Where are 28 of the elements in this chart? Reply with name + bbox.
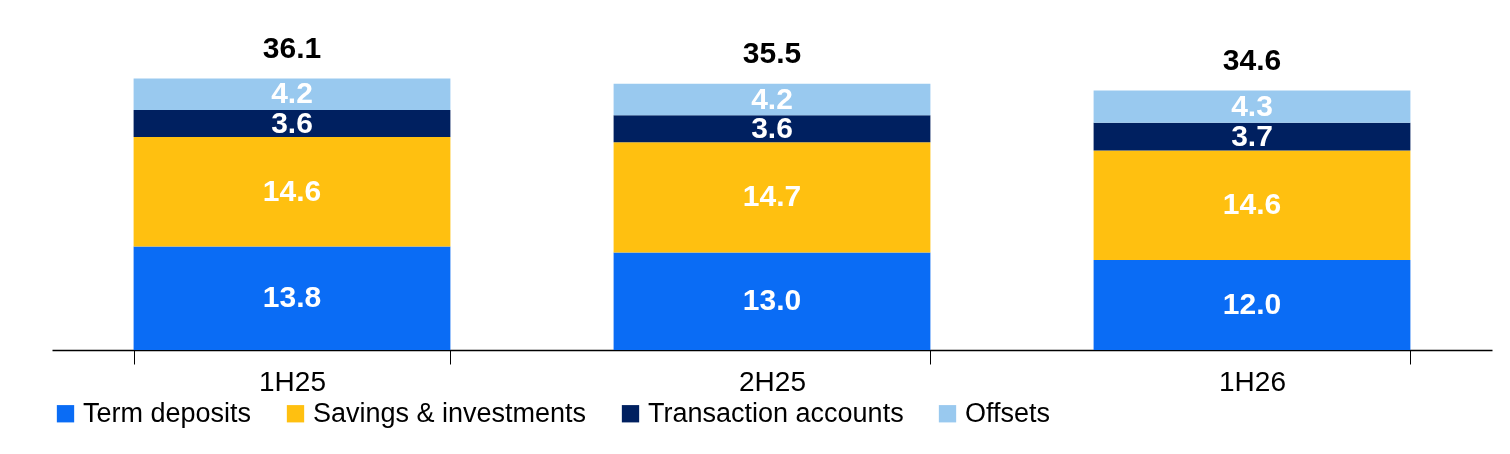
data-label: 14.6 bbox=[262, 173, 322, 207]
total-label: 34.6 bbox=[1222, 42, 1282, 76]
x-tick-label: 1H25 bbox=[259, 365, 326, 397]
data-label: 14.6 bbox=[1222, 187, 1282, 221]
legend-label: Offsets bbox=[965, 397, 1051, 428]
bar bbox=[1093, 150, 1411, 260]
data-label: 12.0 bbox=[1222, 287, 1282, 320]
bar bbox=[613, 83, 931, 116]
bar bbox=[133, 137, 451, 247]
legend-label: Transaction accounts bbox=[648, 397, 904, 428]
legend-label: Savings & investments bbox=[313, 397, 587, 428]
bar bbox=[133, 246, 451, 350]
bar bbox=[133, 78, 451, 110]
legend-label: Term deposits bbox=[83, 397, 252, 428]
bar bbox=[1093, 122, 1411, 151]
data-label: 13.0 bbox=[742, 283, 802, 317]
x-tick-label: 2H25 bbox=[739, 365, 806, 397]
bar bbox=[133, 110, 451, 137]
bar bbox=[613, 115, 931, 143]
bar bbox=[613, 252, 931, 350]
total-label: 36.1 bbox=[262, 30, 322, 64]
bar bbox=[613, 142, 931, 253]
bar bbox=[1093, 260, 1411, 350]
bar bbox=[1093, 90, 1411, 123]
total-label: 35.5 bbox=[742, 35, 802, 69]
data-label: 13.8 bbox=[262, 280, 322, 314]
data-label: 14.7 bbox=[742, 179, 802, 213]
x-tick-label: 1H26 bbox=[1219, 365, 1286, 397]
